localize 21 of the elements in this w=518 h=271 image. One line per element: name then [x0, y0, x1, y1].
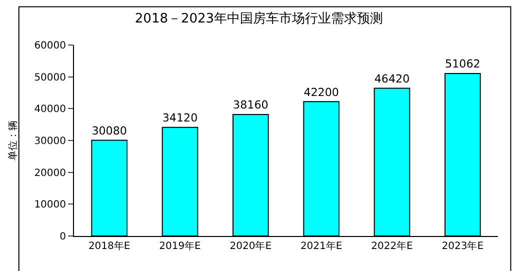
y-tick-label: 40000 — [34, 104, 66, 116]
data-label: 51062 — [445, 58, 480, 71]
data-label: 46420 — [374, 72, 410, 86]
x-tick-label: 2021年E — [300, 240, 342, 252]
y-tick-label: 50000 — [34, 72, 66, 84]
y-tick-label: 10000 — [34, 200, 66, 211]
y-tick-label: 0 — [60, 232, 66, 242]
y-tick-label: 20000 — [34, 168, 66, 179]
x-tick-label: 2020年E — [230, 240, 272, 252]
y-axis-title: 单位：辆 — [7, 120, 20, 160]
y-tick-label: 30000 — [34, 136, 66, 147]
data-label: 42200 — [304, 86, 339, 99]
x-tick-label: 2022年E — [371, 240, 413, 252]
x-tick-label: 2019年E — [159, 240, 201, 252]
data-label: 38160 — [233, 98, 268, 112]
x-tick-label: 2018年E — [88, 240, 130, 252]
y-tick-label: 60000 — [34, 40, 66, 52]
x-tick-label: 2023年E — [442, 240, 484, 252]
chart-title: 2018－2023年中国房车市场行业需求预测 — [134, 10, 384, 27]
data-label: 34120 — [162, 112, 198, 125]
data-label: 30080 — [92, 124, 127, 138]
